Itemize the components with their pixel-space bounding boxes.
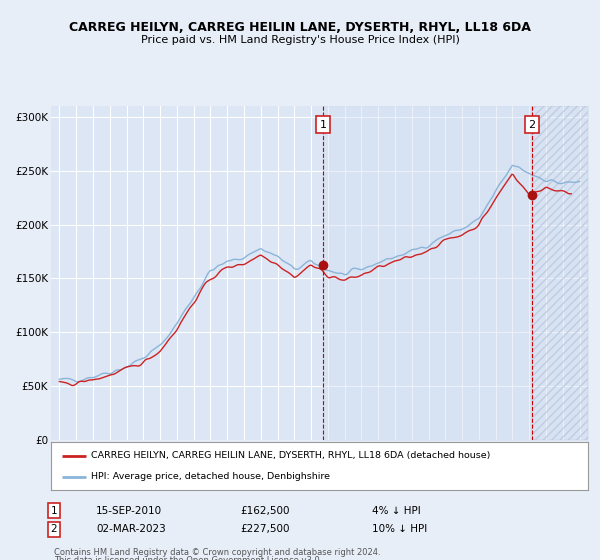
Text: £227,500: £227,500 [240,524,290,534]
Text: 2: 2 [50,524,58,534]
Text: 10% ↓ HPI: 10% ↓ HPI [372,524,427,534]
Text: 15-SEP-2010: 15-SEP-2010 [96,506,162,516]
Text: HPI: Average price, detached house, Denbighshire: HPI: Average price, detached house, Denb… [91,472,330,481]
Text: £162,500: £162,500 [240,506,290,516]
Text: This data is licensed under the Open Government Licence v3.0.: This data is licensed under the Open Gov… [54,556,322,560]
Text: 1: 1 [50,506,58,516]
Text: CARREG HEILYN, CARREG HEILIN LANE, DYSERTH, RHYL, LL18 6DA (detached house): CARREG HEILYN, CARREG HEILIN LANE, DYSER… [91,451,491,460]
Text: CARREG HEILYN, CARREG HEILIN LANE, DYSERTH, RHYL, LL18 6DA: CARREG HEILYN, CARREG HEILIN LANE, DYSER… [69,21,531,34]
Text: Contains HM Land Registry data © Crown copyright and database right 2024.: Contains HM Land Registry data © Crown c… [54,548,380,557]
Text: 1: 1 [320,120,326,130]
Text: 02-MAR-2023: 02-MAR-2023 [96,524,166,534]
Text: Price paid vs. HM Land Registry's House Price Index (HPI): Price paid vs. HM Land Registry's House … [140,35,460,45]
Text: 4% ↓ HPI: 4% ↓ HPI [372,506,421,516]
Text: 2: 2 [529,120,536,130]
